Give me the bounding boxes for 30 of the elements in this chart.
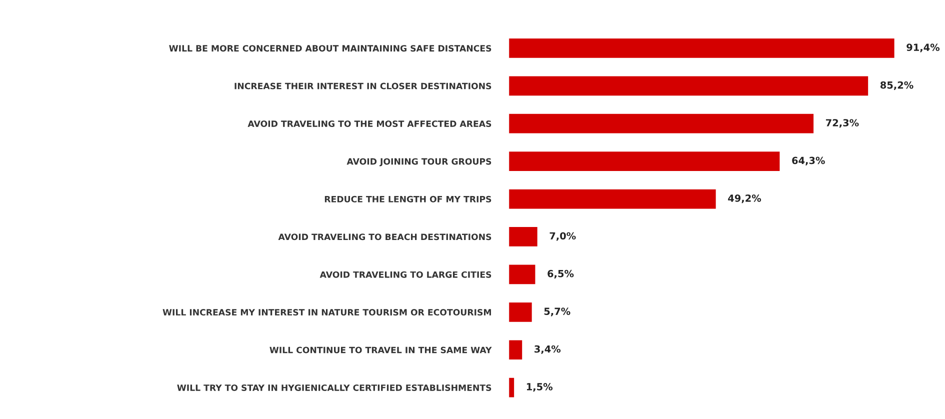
y-tick-label: AVOID TRAVELING TO BEACH DESTINATIONS: [278, 234, 492, 240]
bar: [508, 112, 815, 135]
y-tick-label: AVOID JOINING TOUR GROUPS: [346, 158, 492, 166]
y-tick-label: WILL INCREASE MY INTEREST IN NATURE TOURISM OR ECOTOURISM: [162, 309, 491, 316]
bar: [508, 74, 870, 97]
y-tick-label: INCREASE THEIR INTEREST IN CLOSER DESTINATIONS: [234, 82, 492, 90]
y-tick-label: REDUCE THE LENGTH OF MY TRIPS: [324, 196, 492, 202]
data-label: 5,7%: [544, 308, 570, 316]
data-label: 85,2%: [880, 81, 914, 90]
bar: [508, 338, 524, 361]
bar: [508, 150, 782, 172]
bar: [508, 188, 718, 210]
data-label: 91,4%: [906, 44, 940, 52]
bar: [508, 37, 896, 60]
y-tick-label: WILL CONTINUE TO TRAVEL IN THE SAME WAY: [270, 346, 492, 354]
y-tick-label: WILL TRY TO STAY IN HYGIENICALLY CERTIFIED ESTABLISHMENTS: [177, 384, 492, 391]
data-label: 64,3%: [792, 156, 825, 166]
bar: [508, 376, 516, 399]
y-tick-label: AVOID TRAVELING TO LARGE CITIES: [320, 271, 492, 278]
data-label: 1,5%: [526, 383, 553, 392]
data-label: 3,4%: [534, 345, 561, 354]
bar: [508, 226, 539, 248]
y-tick-label: AVOID TRAVELING TO THE MOST AFFECTED AREAS: [248, 120, 492, 127]
y-tick-label: WILL BE MORE CONCERNED ABOUT MAINTAINING SAFE DISTANCES: [169, 45, 492, 52]
data-label: 7,0%: [550, 232, 576, 241]
bar: [508, 301, 534, 324]
data-label: 72,3%: [826, 119, 859, 128]
data-label: 49,2%: [728, 194, 762, 204]
bar: [508, 263, 537, 286]
data-label: 6,5%: [548, 270, 574, 279]
